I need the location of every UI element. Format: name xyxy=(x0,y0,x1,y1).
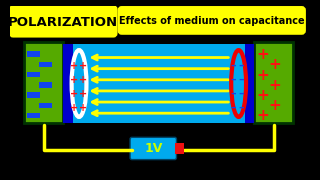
FancyBboxPatch shape xyxy=(119,7,305,33)
Text: –: – xyxy=(230,103,236,113)
Bar xyxy=(27,92,40,98)
Text: +: + xyxy=(268,78,281,93)
Bar xyxy=(245,44,254,123)
Bar xyxy=(39,103,52,108)
FancyBboxPatch shape xyxy=(10,6,116,36)
Text: –: – xyxy=(230,61,236,71)
Text: –: – xyxy=(239,89,244,99)
Bar xyxy=(63,44,73,123)
Text: +: + xyxy=(256,109,269,123)
Text: POLARIZATION: POLARIZATION xyxy=(8,16,118,29)
Text: –: – xyxy=(239,61,244,71)
Text: +: + xyxy=(268,98,281,113)
Text: –: – xyxy=(239,75,244,85)
Text: +: + xyxy=(70,103,78,113)
Text: +: + xyxy=(79,89,87,99)
Text: +: + xyxy=(256,88,269,103)
Bar xyxy=(27,51,40,57)
Bar xyxy=(175,143,184,154)
Text: 1V: 1V xyxy=(144,142,163,155)
Text: +: + xyxy=(79,75,87,85)
Text: +: + xyxy=(70,89,78,99)
Text: +: + xyxy=(268,57,281,72)
Text: –: – xyxy=(239,103,244,113)
Text: –: – xyxy=(230,75,236,85)
Bar xyxy=(39,62,52,67)
Bar xyxy=(73,44,245,123)
Bar xyxy=(27,72,40,77)
Bar xyxy=(24,42,63,123)
Bar xyxy=(27,113,40,118)
Text: +: + xyxy=(70,61,78,71)
Text: +: + xyxy=(256,47,269,62)
Text: Effects of medium on capacitance: Effects of medium on capacitance xyxy=(119,16,305,26)
Text: +: + xyxy=(70,75,78,85)
Bar xyxy=(254,42,293,123)
FancyBboxPatch shape xyxy=(130,137,176,160)
Text: +: + xyxy=(79,103,87,113)
Text: –: – xyxy=(230,89,236,99)
Text: +: + xyxy=(256,68,269,83)
Bar xyxy=(39,82,52,88)
Text: +: + xyxy=(79,61,87,71)
